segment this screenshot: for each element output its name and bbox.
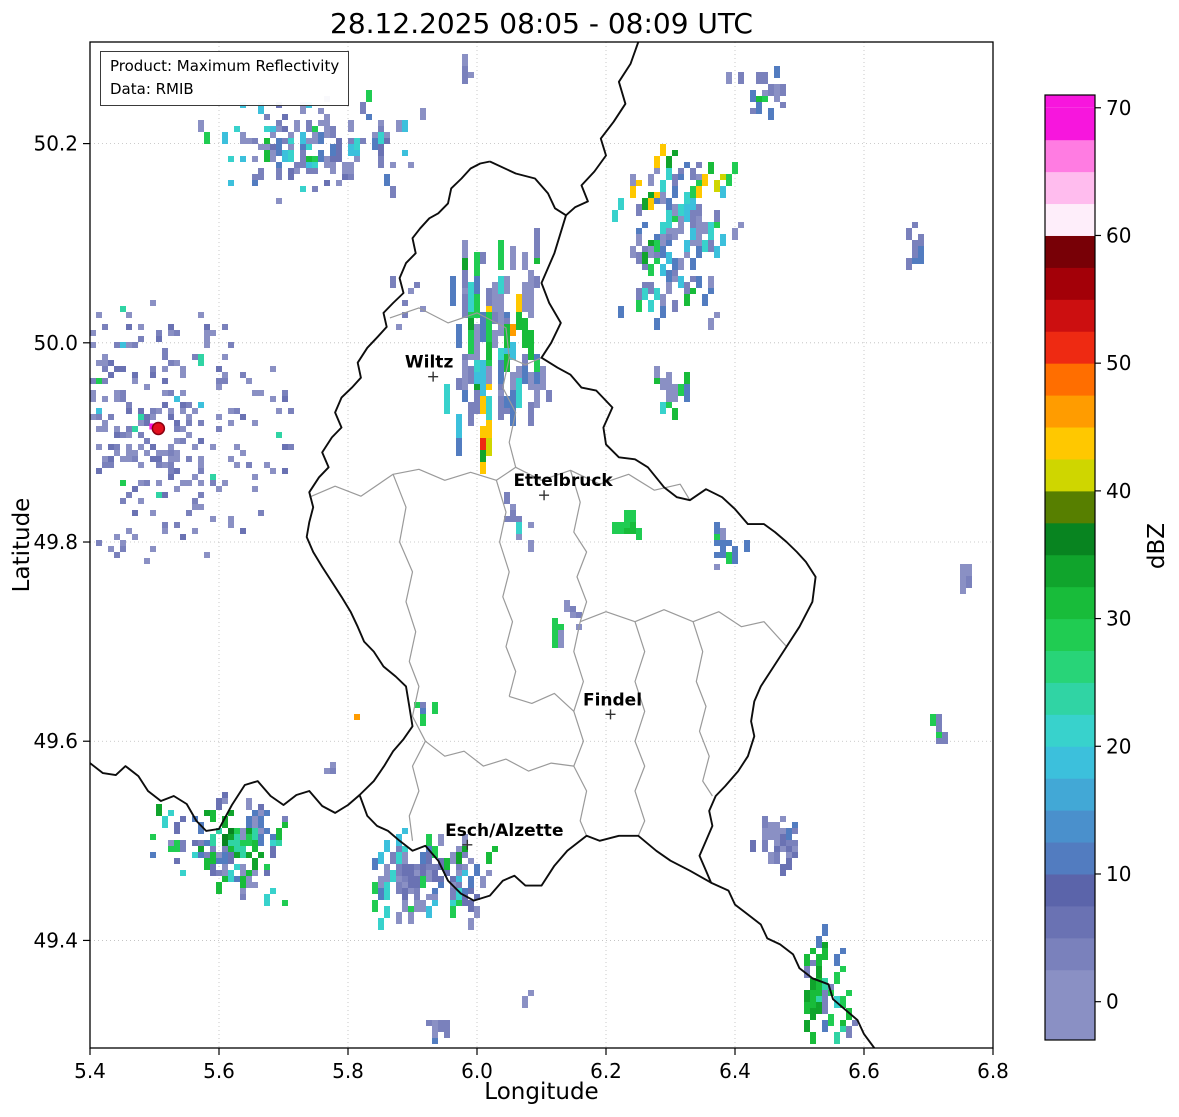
city-cross-marker bbox=[462, 839, 473, 850]
colorbar-tick-label: 40 bbox=[1106, 479, 1131, 503]
y-axis-label: Latitude bbox=[9, 497, 35, 593]
axis-ticks: 5.4 5.6 5.8 6.0 6.2 6.4 6.6 6.8 49.4 49.6 49.8 50.0… bbox=[33, 132, 1008, 1083]
x-tick-label: 5.8 bbox=[332, 1059, 364, 1083]
x-axis-label: Longitude bbox=[484, 1079, 599, 1105]
radar-echo-cells bbox=[90, 54, 972, 1044]
plot-background bbox=[90, 42, 993, 1048]
x-tick-label: 5.4 bbox=[74, 1059, 106, 1083]
colorbar-tick-label: 30 bbox=[1106, 607, 1131, 631]
colorbar-tick-label: 60 bbox=[1106, 223, 1131, 247]
radar-site-marker bbox=[151, 421, 166, 436]
city-label: Findel bbox=[583, 690, 642, 710]
y-tick-label: 50.2 bbox=[33, 132, 78, 156]
colorbar-tick-label: 10 bbox=[1106, 862, 1131, 886]
data-source-label: Data: RMIB bbox=[110, 79, 194, 98]
y-tick-label: 49.8 bbox=[33, 530, 78, 554]
y-tick-label: 49.6 bbox=[33, 729, 78, 753]
colorbar-frame bbox=[1044, 94, 1096, 1041]
x-tick-label: 5.6 bbox=[203, 1059, 235, 1083]
city-markers: Wiltz Ettelbruck Findel Esch/Alzette bbox=[405, 353, 642, 850]
y-tick-label: 50.0 bbox=[33, 331, 78, 355]
city-cross-marker bbox=[605, 709, 616, 720]
colorbar-tick-label: 0 bbox=[1106, 990, 1119, 1014]
product-label: Product: Maximum Reflectivity bbox=[110, 57, 340, 75]
x-tick-label: 6.4 bbox=[719, 1059, 751, 1083]
city-label: Wiltz bbox=[405, 353, 454, 373]
x-tick-label: 6.8 bbox=[977, 1059, 1009, 1083]
colorbar-tick-label: 20 bbox=[1106, 734, 1131, 758]
colorbar: 0 10 20 30 40 50 60 70 bbox=[1044, 94, 1131, 1041]
plot-frame bbox=[89, 41, 994, 1049]
grid-lines bbox=[89, 42, 994, 1048]
figure-title: 28.12.2025 08:05 - 08:09 UTC bbox=[330, 7, 753, 40]
y-tick-label: 49.4 bbox=[33, 928, 78, 952]
colorbar-tick-label: 70 bbox=[1106, 96, 1131, 120]
city-cross-marker bbox=[428, 371, 439, 382]
city-label: Esch/Alzette bbox=[445, 821, 563, 841]
colorbar-label: dBZ bbox=[1144, 522, 1170, 570]
x-tick-label: 6.2 bbox=[590, 1059, 622, 1083]
district-borders bbox=[309, 307, 788, 841]
colorbar-tick-label: 50 bbox=[1106, 351, 1131, 375]
city-label: Ettelbruck bbox=[513, 471, 613, 491]
city-cross-marker bbox=[539, 490, 550, 501]
x-tick-label: 6.6 bbox=[848, 1059, 880, 1083]
product-info-box: Product: Maximum Reflectivity Data: RMIB bbox=[100, 51, 350, 106]
x-tick-label: 6.0 bbox=[461, 1059, 493, 1083]
country-borders bbox=[90, 42, 876, 1048]
